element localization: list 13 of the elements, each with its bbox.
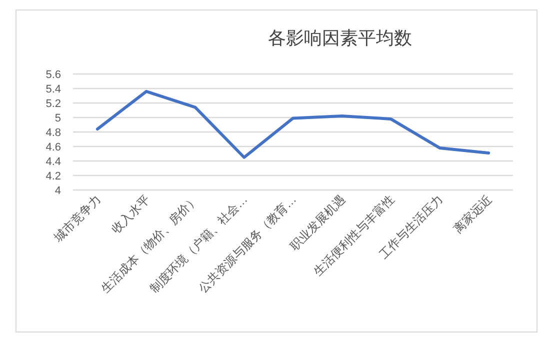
- y-tick-label: 5.4: [46, 84, 61, 96]
- y-tick-label: 4.2: [46, 170, 61, 182]
- y-tick-label: 4.4: [46, 156, 61, 168]
- x-tick-label: 离家远近: [450, 192, 495, 236]
- y-tick-label: 5.6: [46, 69, 61, 81]
- chart-title: 各影响因素平均数: [268, 28, 412, 48]
- y-tick-label: 5.2: [46, 98, 61, 110]
- x-tick-label: 收入水平: [108, 192, 152, 236]
- y-tick-label: 5: [54, 112, 61, 124]
- y-tick-label: 4: [54, 185, 61, 197]
- line-series: [96, 90, 490, 159]
- y-tick-label: 4.8: [46, 127, 61, 139]
- y-tick-label: 4.6: [46, 142, 61, 154]
